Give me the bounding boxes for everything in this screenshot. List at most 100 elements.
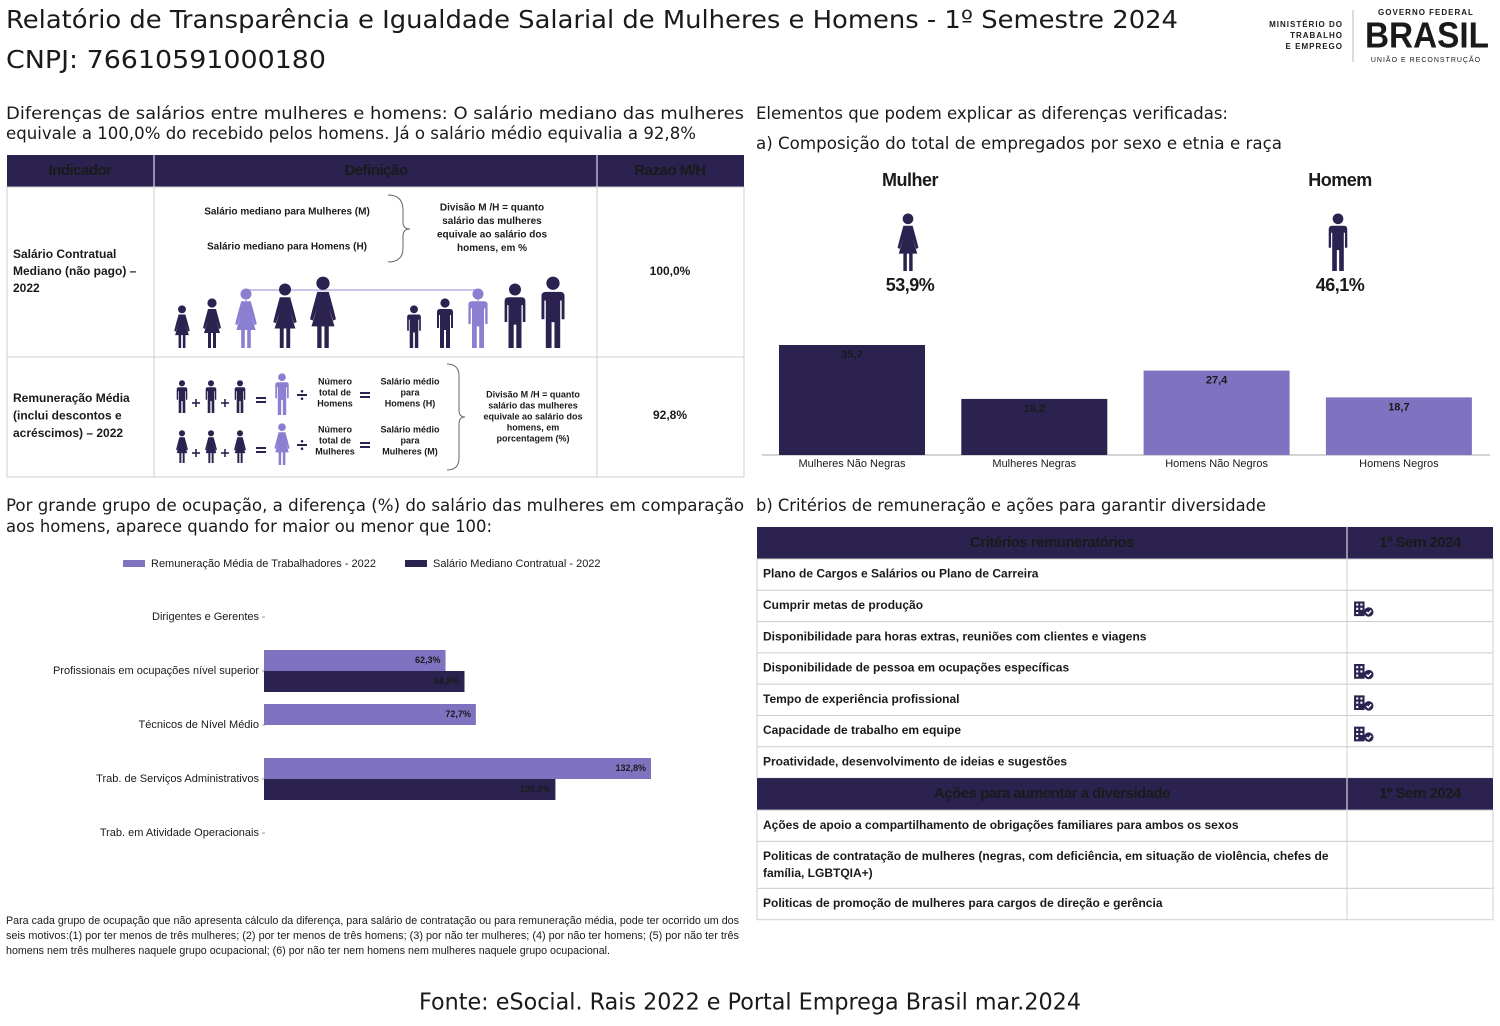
brand-logo: BRASIL bbox=[1365, 15, 1489, 56]
icon bbox=[468, 288, 488, 348]
text-line: para bbox=[400, 435, 420, 445]
government-label: GOVERNO FEDERAL bbox=[1378, 8, 1474, 17]
icon bbox=[275, 373, 289, 415]
table-header bbox=[7, 155, 744, 187]
y-tick-label: Técnicos de Nível Médio bbox=[139, 719, 259, 731]
bar-label: 100,0% bbox=[520, 784, 551, 794]
symbol-icon bbox=[256, 397, 266, 403]
symbol-icon bbox=[221, 399, 229, 407]
definition-text: Salário mediano para Homens (H) bbox=[207, 242, 367, 253]
legend-swatch bbox=[123, 560, 145, 567]
icon bbox=[273, 283, 297, 348]
text-line: Número bbox=[318, 424, 353, 434]
table-row bbox=[756, 558, 1494, 591]
icon bbox=[437, 298, 453, 348]
footnote-line: homens nem três mulheres naquele grupo o… bbox=[6, 945, 610, 957]
icon bbox=[203, 298, 221, 348]
cnpj: CNPJ: 76610591000180 bbox=[6, 45, 326, 74]
icon bbox=[1328, 213, 1348, 271]
ratio: 92,8% bbox=[653, 408, 687, 422]
icon bbox=[205, 430, 217, 463]
table-header-label: Critérios remuneratórios bbox=[970, 534, 1134, 551]
chart-title: aos homens, aparece quando for maior ou … bbox=[6, 517, 492, 537]
brace bbox=[446, 363, 466, 471]
table-header-label: 1º Sem 2024 bbox=[1379, 785, 1462, 802]
text-line: Homens bbox=[317, 398, 353, 408]
text-line: Salário médio bbox=[380, 424, 440, 434]
text-line: Tempo de experiência profissional bbox=[763, 692, 960, 706]
ministry-line: E EMPREGO bbox=[1286, 42, 1343, 51]
section-heading: Elementos que podem explicar as diferenç… bbox=[756, 104, 1228, 124]
icon bbox=[310, 276, 336, 348]
bar-label: 35,7 bbox=[841, 349, 862, 361]
text-line: Ações de apoio a compartilhamento de obr… bbox=[763, 818, 1239, 832]
legend-label: Salário Mediano Contratual - 2022 bbox=[433, 558, 601, 570]
bar-label: 62,3% bbox=[415, 655, 441, 665]
icon bbox=[174, 305, 190, 348]
table-header-label: 1º Sem 2024 bbox=[1379, 534, 1462, 551]
text-line: Cumprir metas de produção bbox=[763, 598, 923, 612]
text-line: família, LGBTQIA+) bbox=[763, 866, 873, 880]
text-line: total de bbox=[319, 387, 351, 397]
bar bbox=[779, 345, 925, 455]
icon bbox=[235, 288, 257, 348]
symbol-icon bbox=[297, 390, 307, 400]
chart-title: Por grande grupo de ocupação, a diferenç… bbox=[6, 496, 744, 516]
text-line: Salário médio bbox=[380, 376, 440, 386]
icon bbox=[407, 305, 421, 348]
bar bbox=[264, 779, 556, 800]
text-line: porcentagem (%) bbox=[496, 433, 569, 443]
table-header bbox=[757, 778, 1493, 811]
bar bbox=[1325, 397, 1472, 455]
table-row bbox=[756, 840, 1494, 889]
bar-label: 132,8% bbox=[615, 763, 646, 773]
gender-label: Mulher bbox=[882, 170, 938, 190]
text-line: equivale ao salário dos bbox=[483, 411, 582, 421]
symbol-icon bbox=[192, 399, 200, 407]
y-tick-label: Trab. de Serviços Administrativos bbox=[96, 773, 259, 785]
y-tick-label: Profissionais em ocupações nível superio… bbox=[53, 665, 259, 677]
symbol-icon bbox=[192, 449, 200, 457]
slogan: UNIÃO E RECONSTRUÇÃO bbox=[1371, 55, 1481, 64]
source: Fonte: eSocial. Rais 2022 e Portal Empre… bbox=[419, 990, 1081, 1016]
text-line: equivale ao salário dos bbox=[437, 230, 547, 241]
bar bbox=[264, 650, 446, 671]
footnote-line: seis motivos:(1) por ter menos de três m… bbox=[6, 930, 739, 942]
symbol-icon bbox=[360, 392, 370, 398]
text-line: (inclui descontos e bbox=[13, 409, 122, 423]
y-tick-label: Dirigentes e Gerentes bbox=[152, 611, 259, 623]
text-line: Homens (H) bbox=[385, 398, 436, 408]
icon bbox=[504, 283, 526, 348]
text-line: Remuneração Média bbox=[13, 391, 130, 405]
text-line: Salário Contratual bbox=[13, 247, 116, 261]
icon bbox=[234, 430, 246, 463]
text-line: 2022 bbox=[13, 281, 40, 295]
text-line: para bbox=[400, 387, 420, 397]
bar-label: 72,7% bbox=[445, 709, 471, 719]
text-line: Mediano (não pago) – bbox=[13, 264, 137, 278]
x-tick-label: Mulheres Não Negras bbox=[799, 458, 906, 470]
text-line: Plano de Cargos e Salários ou Plano de C… bbox=[763, 567, 1039, 581]
ministry-line: TRABALHO bbox=[1290, 31, 1343, 40]
text-line: Disponibilidade de pessoa em ocupações e… bbox=[763, 661, 1069, 675]
table-row bbox=[756, 809, 1494, 842]
table-border bbox=[6, 186, 745, 478]
bar bbox=[961, 398, 1108, 455]
icon bbox=[234, 380, 246, 413]
symbol-icon bbox=[256, 447, 266, 453]
bar-label: 18,7 bbox=[1388, 401, 1409, 413]
text-line: Politicas de contratação de mulheres (ne… bbox=[763, 849, 1329, 863]
table-header-label: Indicador bbox=[48, 162, 112, 179]
text-line: homens, em bbox=[507, 422, 560, 432]
text-line: Mulheres (M) bbox=[382, 446, 438, 456]
legend-label: Remuneração Média de Trabalhadores - 202… bbox=[151, 558, 376, 570]
icon bbox=[897, 213, 919, 271]
text-line: total de bbox=[319, 435, 351, 445]
ratio: 100,0% bbox=[650, 264, 691, 278]
table-header-label: Definição bbox=[344, 162, 407, 179]
text-line: Politicas de promoção de mulheres para c… bbox=[763, 896, 1163, 910]
text-line: Proatividade, desenvolvimento de ideias … bbox=[763, 754, 1067, 768]
text-line: salário das mulheres bbox=[442, 216, 542, 227]
table-header-label: Ações para aumentar a diversidade bbox=[934, 785, 1170, 802]
bar bbox=[264, 704, 476, 725]
